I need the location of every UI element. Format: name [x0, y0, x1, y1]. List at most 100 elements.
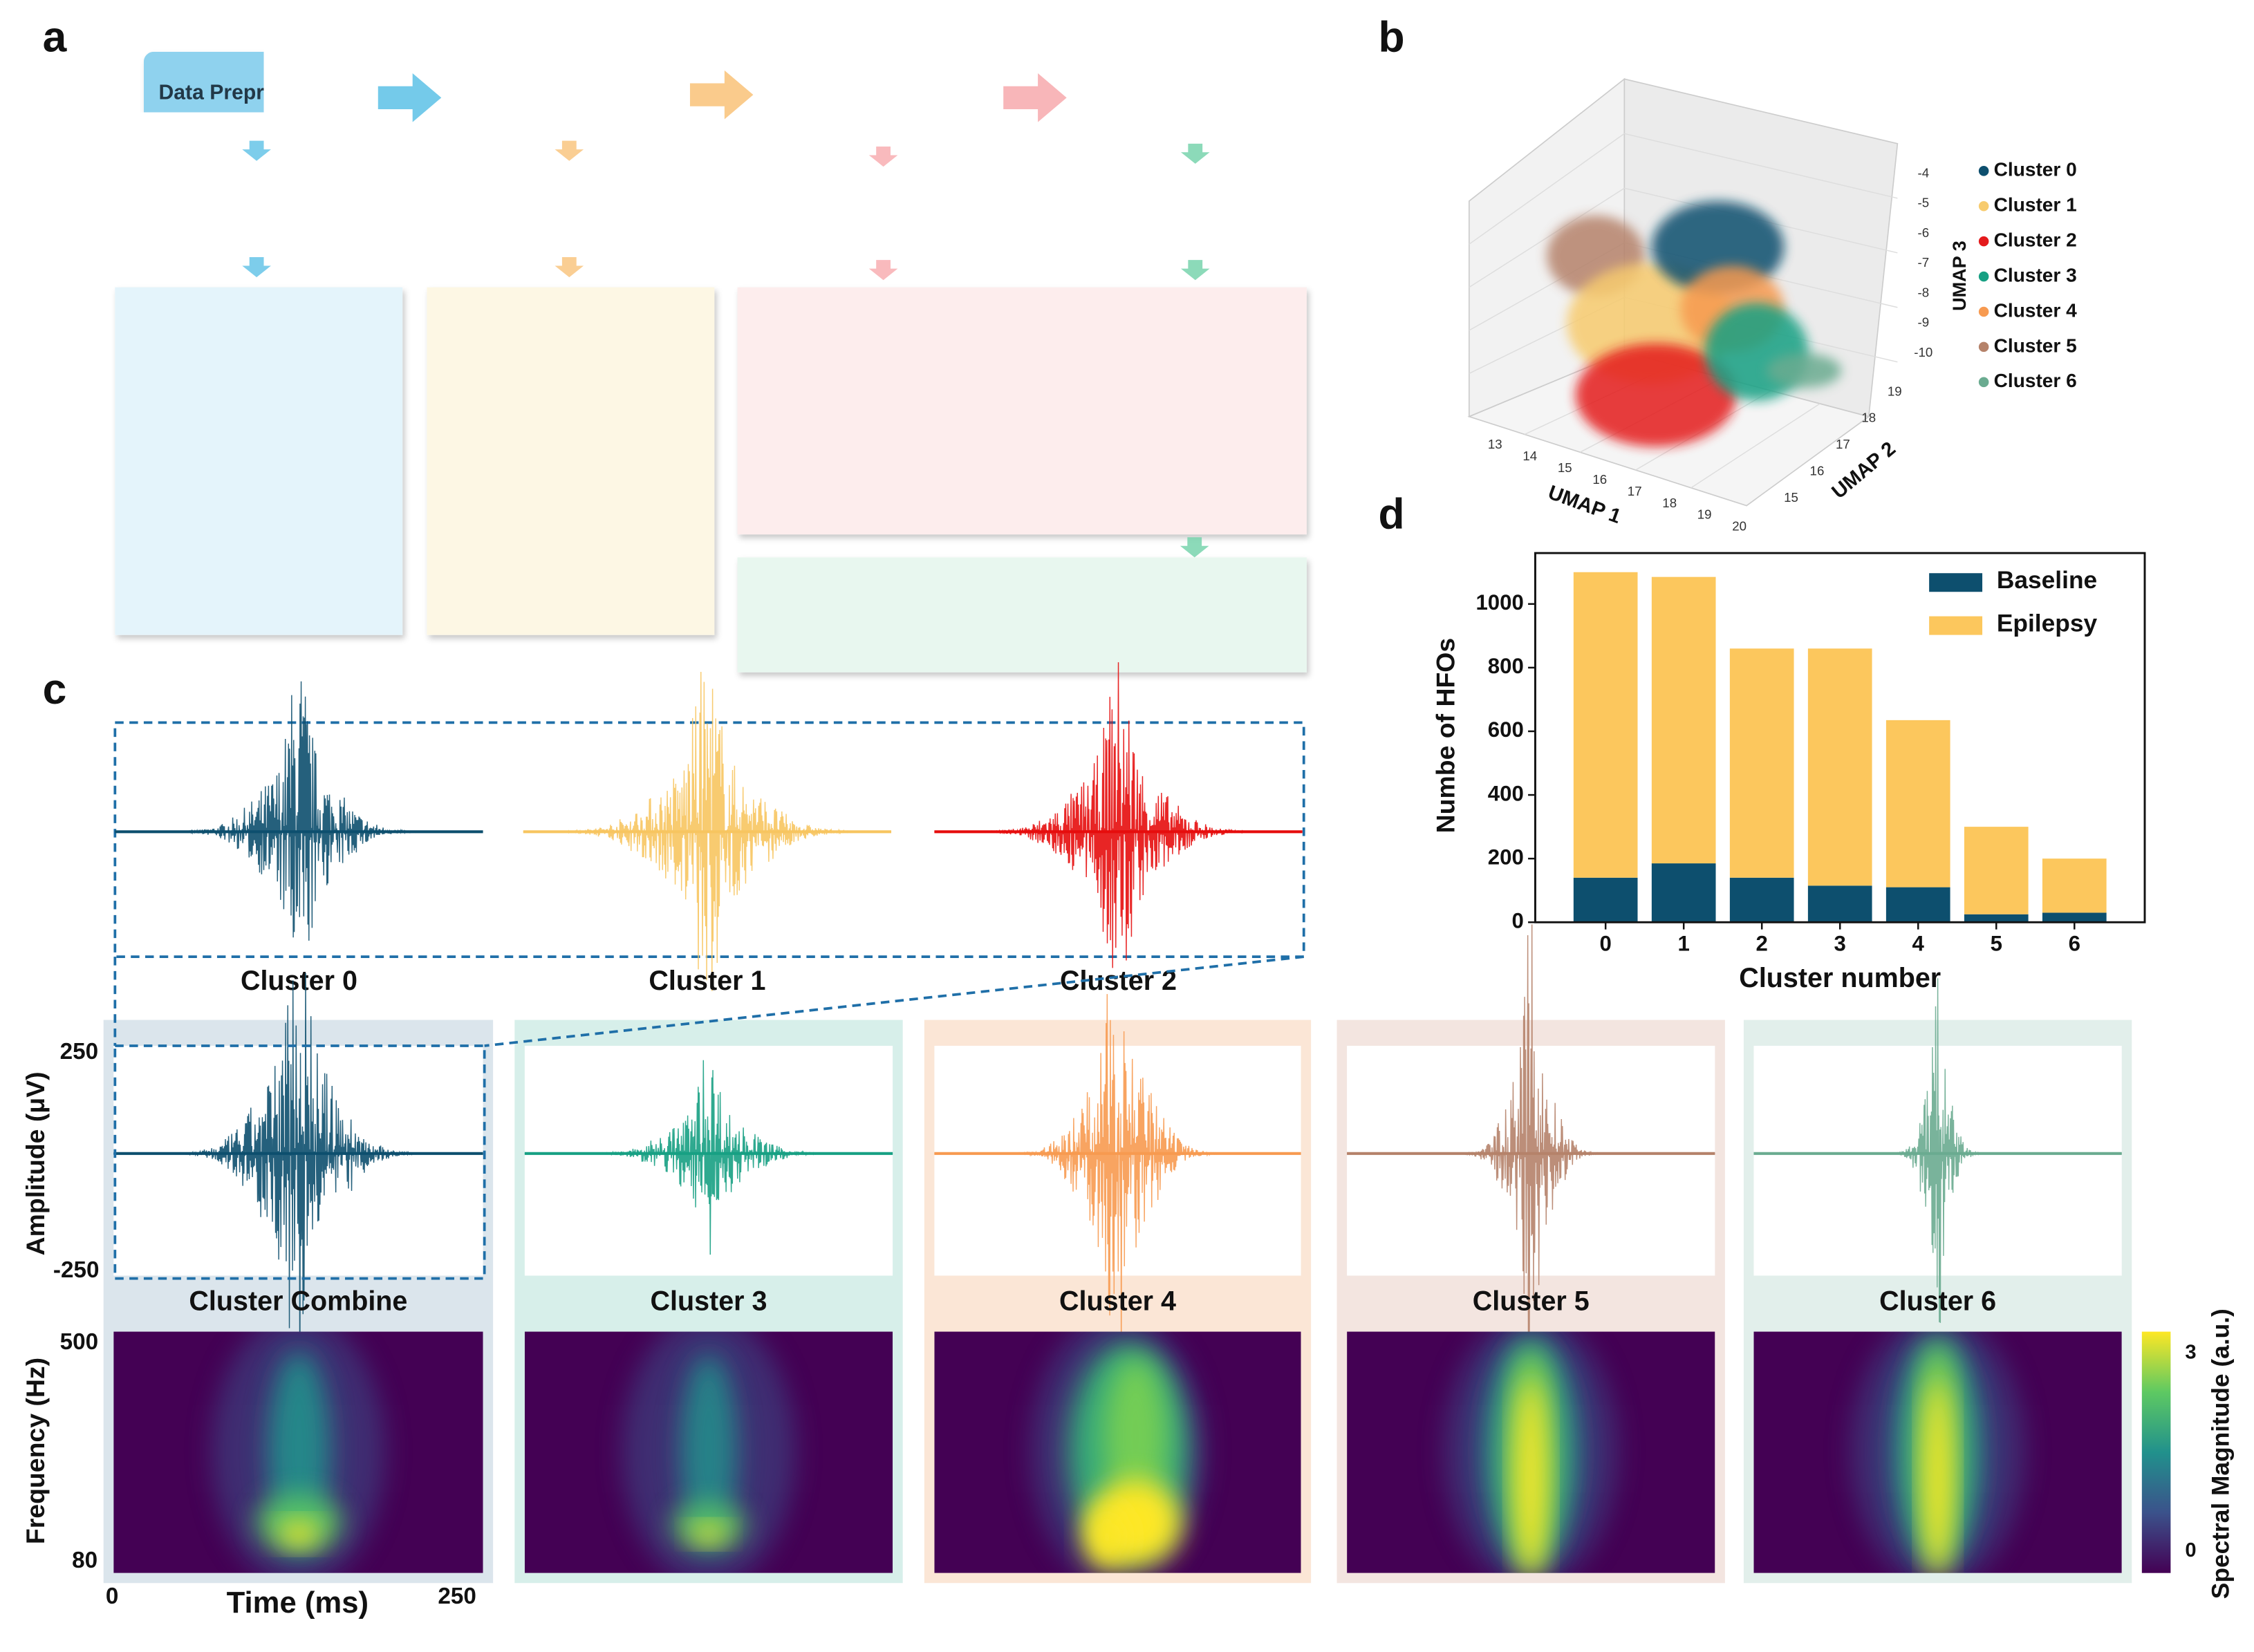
arrow	[868, 146, 898, 167]
process-box-text: Visualization	[1083, 54, 1307, 141]
process-box: Data Preprocessing	[143, 51, 370, 138]
axes-frame	[1534, 552, 2146, 923]
bar-segment	[1651, 863, 1716, 923]
x-tick-label: 4	[1912, 932, 1925, 956]
panel-title: Cluster 3	[650, 1286, 767, 1316]
spectrogram	[934, 1331, 1301, 1573]
legend-swatch	[1929, 573, 1983, 592]
arrow	[242, 140, 271, 161]
x-tick-label: 18	[1662, 496, 1677, 510]
x-tick-label: 1	[1678, 932, 1690, 956]
tick-label: 80	[72, 1548, 97, 1573]
wall-grid	[1469, 187, 1625, 288]
y-tick-label: 17	[1836, 437, 1850, 451]
y-tick-label: 19	[1888, 384, 1902, 398]
x-tick-label: 2	[1756, 932, 1768, 956]
arrow	[242, 257, 271, 278]
x-tick-label: 15	[1558, 460, 1572, 475]
axis-label: Frequency (Hz)	[21, 1358, 50, 1544]
y-tick-label: 400	[1488, 781, 1524, 805]
colorbar	[2141, 1331, 2171, 1573]
legend-label: Cluster 2	[1994, 229, 2077, 251]
spectrogram	[1753, 1331, 2122, 1573]
bar-segment	[1807, 885, 1872, 923]
bar-segment	[2042, 858, 2107, 913]
axis-label: Spectral Magnitude (a.u.)	[2208, 1308, 2235, 1599]
process-box-text: Raw Neural Signals	[143, 167, 370, 253]
legend-label: Cluster 6	[1994, 370, 2077, 391]
tick-label: 250	[60, 1039, 98, 1064]
dashed-frame	[113, 721, 1305, 958]
panel-title: Cluster 0	[241, 966, 357, 996]
panel-title: Cluster 4	[1059, 1286, 1176, 1316]
bar-segment	[1885, 887, 1950, 923]
tick-label: 500	[60, 1329, 98, 1355]
z-tick-label: -8	[1917, 285, 1929, 299]
z-tick-label: -5	[1917, 196, 1929, 210]
arrow	[1180, 143, 1210, 164]
z-tick-label: -10	[1914, 345, 1932, 359]
legend-swatch	[1978, 200, 1989, 212]
x-tick-label: 19	[1697, 507, 1712, 522]
x-tick-label: 0	[1600, 932, 1612, 956]
x-tick-label: 6	[2069, 932, 2080, 956]
spectrogram-blob	[1924, 1379, 1951, 1573]
legend-swatch	[1978, 236, 1989, 247]
tick-label: 0	[106, 1584, 119, 1609]
tick-label: 250	[438, 1584, 476, 1609]
panel-label: d	[1379, 491, 1405, 538]
panel-label: a	[43, 14, 68, 62]
panel-title: Cluster 6	[1879, 1286, 1996, 1316]
process-box-text: HFO Clusters	[1083, 169, 1307, 256]
arrow	[555, 257, 584, 278]
legend-label: Cluster 1	[1994, 194, 2077, 216]
stage-bg	[737, 287, 1307, 535]
x-tick-label: 3	[1834, 932, 1846, 956]
legend-swatch	[1978, 166, 1989, 176]
stage-bg	[737, 557, 1307, 673]
legend-swatch	[1978, 341, 1989, 353]
x-tick-label: 5	[1991, 932, 2002, 956]
legend-swatch	[1929, 616, 1983, 635]
spectrogram-blob	[691, 1526, 726, 1543]
arrow	[868, 260, 898, 281]
legend-swatch	[1978, 271, 1989, 282]
waveform	[934, 662, 1303, 968]
spectrogram-blob	[1085, 1505, 1129, 1569]
process-box: HFO Detection	[457, 51, 682, 138]
wall-grid	[1624, 133, 1898, 199]
axis-label: Time (ms)	[227, 1586, 369, 1620]
panel-title: Cluster Combine	[189, 1286, 407, 1316]
process-box-text: HFO segments	[772, 169, 995, 256]
arrow	[378, 73, 442, 122]
spectrogram-blob	[680, 1353, 738, 1549]
tick-label: -250	[53, 1257, 100, 1283]
tick-label: 3	[2185, 1341, 2196, 1363]
panel-title: Cluster 2	[1060, 966, 1177, 996]
panel-label: c	[43, 666, 67, 713]
spectrogram-blob	[1516, 1379, 1546, 1573]
z-tick-label: -6	[1917, 225, 1929, 240]
cluster-cloud	[1575, 343, 1737, 447]
arrow	[1003, 73, 1067, 122]
panel-title: Cluster 5	[1473, 1286, 1590, 1316]
y-tick-label: 600	[1488, 717, 1524, 742]
wall-grid	[1469, 133, 1625, 245]
process-box-text: HFO Classification	[772, 57, 995, 144]
process-box-text: Data Preprocessing	[143, 51, 370, 138]
y-tick-label: 200	[1488, 845, 1524, 869]
x-tick-label: 16	[1592, 472, 1607, 487]
y-tick-label: 16	[1810, 464, 1825, 478]
legend-label: Cluster 3	[1994, 264, 2077, 285]
z-tick-label: -4	[1917, 165, 1929, 180]
spectrogram	[524, 1331, 893, 1573]
bar-segment	[1807, 648, 1872, 886]
x-tick-label: 13	[1488, 437, 1502, 451]
cluster-cloud	[1767, 353, 1842, 388]
legend-swatch	[1978, 377, 1989, 388]
stage-bg	[115, 287, 403, 635]
arrow	[689, 70, 754, 120]
legend-label: Baseline	[1997, 567, 2097, 594]
floor-grid	[1690, 403, 1820, 489]
